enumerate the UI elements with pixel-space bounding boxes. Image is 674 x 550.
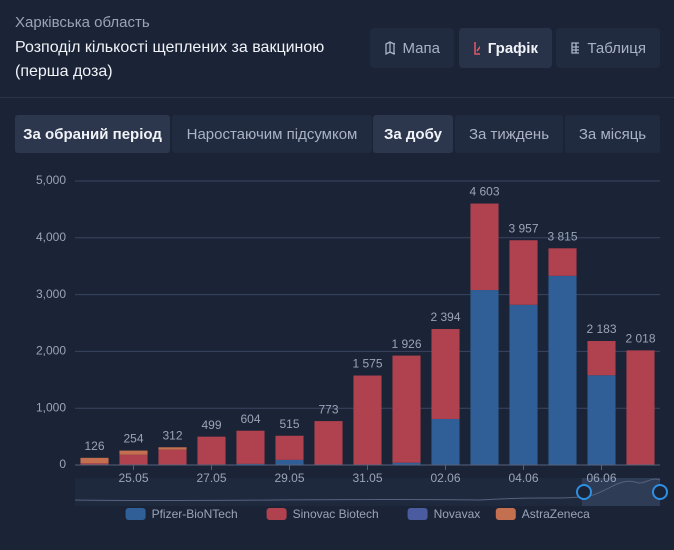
navigator-line <box>74 478 661 502</box>
total-label: 3 957 <box>508 221 538 235</box>
bar-segment <box>392 355 421 463</box>
navigator <box>75 478 660 506</box>
total-label: 773 <box>318 402 338 416</box>
chart-title: Розподіл кількості щеплених за вакциною … <box>15 39 325 80</box>
x-tick-label: 29.05 <box>274 471 304 485</box>
bar-segment <box>431 329 460 419</box>
y-tick-label: 4,000 <box>36 230 66 244</box>
bar-segment <box>470 290 499 465</box>
bar-segment <box>470 203 499 291</box>
legend-swatch <box>266 508 287 520</box>
bar-segment <box>509 304 538 465</box>
button-label: Графік <box>487 39 538 57</box>
x-tick-label: 02.06 <box>430 471 460 485</box>
total-label: 126 <box>84 439 104 453</box>
legend-label: Sinovac Biotech <box>293 507 379 521</box>
button-label: Мапа <box>402 39 440 57</box>
map-icon <box>385 41 395 56</box>
navigator-handle[interactable] <box>576 484 592 500</box>
bar-segment <box>353 375 382 465</box>
bar-segment <box>80 463 109 465</box>
bar-segment <box>236 430 265 464</box>
total-label: 515 <box>279 417 299 431</box>
bar-segment <box>119 454 148 465</box>
total-label: 2 183 <box>586 322 616 336</box>
table-icon <box>571 42 580 54</box>
total-label: 4 603 <box>469 185 499 199</box>
bar-segment <box>587 341 616 376</box>
period-tab[interactable]: За тиждень <box>455 115 563 153</box>
period-tab[interactable]: За місяць <box>565 115 660 153</box>
bar-segment <box>236 463 265 465</box>
x-tick-label: 06.06 <box>586 471 616 485</box>
period-tab[interactable]: За добу <box>373 115 453 153</box>
table-button[interactable]: Таблиця <box>556 28 660 68</box>
total-label: 499 <box>201 418 221 432</box>
legend-swatch <box>495 508 516 520</box>
bar-segment <box>158 449 187 465</box>
y-tick-label: 3,000 <box>36 287 66 301</box>
x-tick-label: 04.06 <box>508 471 538 485</box>
total-label: 2 394 <box>430 310 460 324</box>
total-label: 3 815 <box>547 229 577 243</box>
divider <box>0 97 674 98</box>
chart-button[interactable]: Графік <box>459 28 552 68</box>
navigator-handle[interactable] <box>652 484 668 500</box>
x-tick-label: 31.05 <box>352 471 382 485</box>
total-label: 604 <box>240 412 260 426</box>
x-tick-label: 25.05 <box>118 471 148 485</box>
region-label: Харківська область <box>15 14 150 31</box>
mode-tab[interactable]: За обраний період <box>15 115 170 153</box>
legend-label: Pfizer-BioNTech <box>152 507 238 521</box>
y-tick-label: 2,000 <box>36 344 66 358</box>
button-label: Таблиця <box>587 39 646 57</box>
bar-segment <box>158 447 187 450</box>
mode-tab[interactable]: Наростаючим підсумком <box>172 115 372 153</box>
bar-segment <box>197 436 226 465</box>
chart-icon <box>474 42 480 55</box>
bar-segment <box>314 421 343 465</box>
map-button[interactable]: Мапа <box>370 28 454 68</box>
legend-label: AstraZeneca <box>522 507 590 521</box>
legend-swatch <box>407 508 428 520</box>
chart: 0 1,000 2,000 3,000 4,000 5,000 126 254 25.05 312… <box>36 173 668 521</box>
total-label: 254 <box>123 432 143 446</box>
x-tick-label: 27.05 <box>196 471 226 485</box>
bar-segment <box>80 457 109 464</box>
bar-segment <box>275 459 304 465</box>
bar-segment <box>548 275 577 465</box>
y-tick-label: 1,000 <box>36 400 66 414</box>
bar-segment <box>119 450 148 455</box>
legend-swatch <box>125 508 146 520</box>
total-label: 1 926 <box>391 337 421 351</box>
y-tick-label: 0 <box>59 457 66 471</box>
total-label: 1 575 <box>352 357 382 371</box>
bar-segment <box>548 248 577 276</box>
legend-label: Novavax <box>434 507 481 521</box>
bar-segment <box>275 435 304 460</box>
bar-segment <box>431 418 460 465</box>
bar-segment <box>392 462 421 465</box>
bar-segment <box>587 375 616 465</box>
bar-segment <box>509 240 538 305</box>
y-tick-label: 5,000 <box>36 173 66 187</box>
total-label: 2 018 <box>625 332 655 346</box>
bar-segment <box>626 350 655 465</box>
total-label: 312 <box>162 428 182 442</box>
